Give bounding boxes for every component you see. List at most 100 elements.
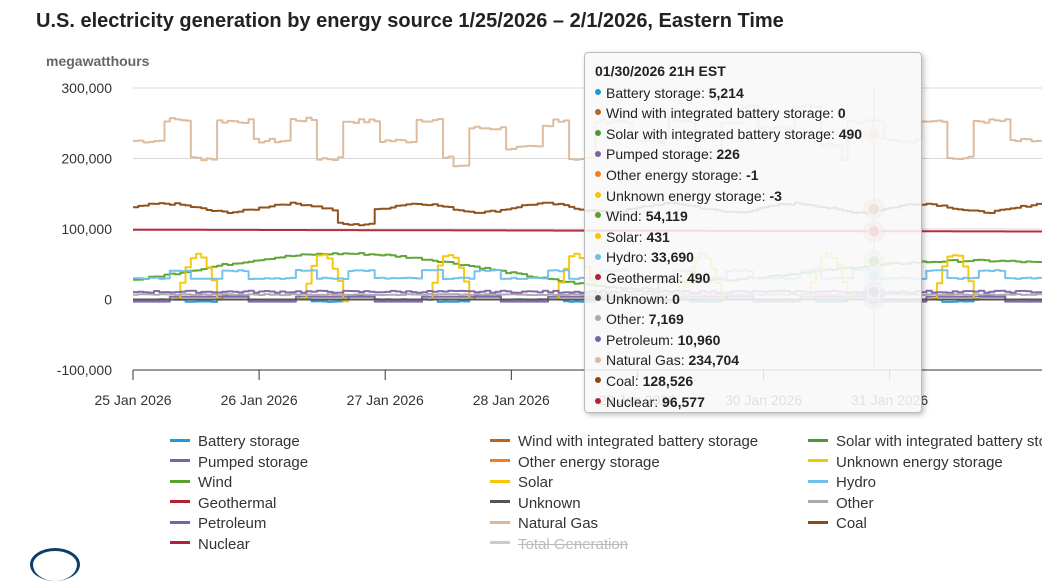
tooltip-series-value: 33,690: [651, 249, 694, 266]
legend-label: Geothermal: [198, 494, 277, 512]
tooltip-row: Nuclear: 96,577: [595, 392, 911, 413]
tooltip-series-name: Coal:: [606, 372, 643, 389]
tooltip-series-value: 490: [686, 269, 711, 286]
tooltip-row: Geothermal: 490: [595, 268, 911, 289]
tooltip-series-name: Hydro:: [606, 249, 652, 266]
tooltip-series-value: 0: [837, 105, 846, 122]
legend-swatch-icon: [170, 438, 190, 442]
legend-swatch-icon: [808, 520, 828, 524]
legend-item[interactable]: Unknown: [490, 495, 581, 512]
tooltip-series-name: Wind with integrated battery storage:: [606, 105, 838, 122]
tooltip-row: Solar with integrated battery storage: 4…: [595, 124, 911, 145]
tooltip-series-name: Unknown energy storage:: [606, 187, 770, 204]
legend-item[interactable]: Coal: [808, 515, 867, 532]
tooltip-series-value: 226: [716, 146, 740, 163]
legend-swatch-icon: [490, 479, 510, 483]
tooltip-row: Unknown: 0: [595, 289, 911, 310]
tooltip-series-name: Other energy storage:: [606, 166, 747, 183]
series-dot-icon: [595, 233, 601, 240]
tooltip-series-value: -3: [769, 187, 782, 204]
legend-swatch-icon: [808, 479, 828, 483]
legend-label: Nuclear: [198, 535, 250, 553]
legend-item[interactable]: Natural Gas: [490, 515, 598, 532]
series-dot-icon: [595, 212, 601, 219]
tooltip-row: Wind with integrated battery storage: 0: [595, 103, 911, 124]
legend-item[interactable]: Wind with integrated battery storage: [490, 433, 758, 450]
legend-item[interactable]: Petroleum: [170, 515, 266, 532]
legend-item[interactable]: Wind: [170, 474, 232, 491]
tooltip-series-name: Pumped storage:: [606, 146, 717, 163]
legend-item[interactable]: Other: [808, 495, 874, 512]
tooltip-row: Other energy storage: -1: [595, 165, 911, 186]
legend-item[interactable]: Battery storage: [170, 433, 300, 450]
series-dot-icon: [595, 315, 601, 322]
legend-swatch-icon: [490, 541, 510, 545]
legend-swatch-icon: [170, 541, 190, 545]
tooltip-series-name: Other:: [606, 311, 649, 328]
tooltip-series-value: 431: [646, 228, 670, 245]
legend-item[interactable]: Solar: [490, 474, 553, 491]
legend-label: Other energy storage: [518, 453, 660, 471]
legend-label: Solar with integrated battery storage: [836, 433, 1042, 450]
legend-swatch-icon: [490, 459, 510, 463]
legend-swatch-icon: [170, 520, 190, 524]
series-dot-icon: [595, 150, 601, 157]
legend-swatch-icon: [808, 500, 828, 504]
series-dot-icon: [595, 377, 601, 384]
legend-swatch-icon: [808, 438, 828, 442]
tooltip-row: Other: 7,169: [595, 309, 911, 330]
legend-label: Total Generation: [518, 535, 629, 553]
legend-label: Other: [836, 494, 874, 512]
x-tick-label: 26 Jan 2026: [221, 392, 298, 408]
tooltip-series-value: 5,214: [708, 84, 744, 101]
legend-item[interactable]: Total Generation: [490, 536, 628, 553]
tooltip-series-value: -1: [746, 166, 759, 183]
legend-swatch-icon: [170, 500, 190, 504]
legend-item[interactable]: Geothermal: [170, 495, 276, 512]
y-tick-label: 200,000: [61, 151, 112, 167]
tooltip-series-name: Unknown:: [606, 290, 673, 307]
legend-swatch-icon: [490, 500, 510, 504]
tooltip-series-value: 0: [672, 290, 680, 307]
chart-title: U.S. electricity generation by energy so…: [36, 10, 784, 32]
legend-item[interactable]: Solar with integrated battery storage: [808, 433, 1042, 450]
legend-item[interactable]: Pumped storage: [170, 454, 308, 471]
legend-item[interactable]: Hydro: [808, 474, 876, 491]
chart-tooltip: 01/30/2026 21H EST Battery storage: 5,214…: [584, 52, 922, 413]
legend-swatch-icon: [170, 459, 190, 463]
legend-label: Coal: [836, 515, 867, 532]
x-tick-label: 27 Jan 2026: [347, 392, 424, 408]
y-axis-label: megawatthours: [46, 53, 150, 69]
legend-item[interactable]: Other energy storage: [490, 454, 660, 471]
legend-label: Petroleum: [198, 515, 267, 532]
y-tick-label: -100,000: [57, 362, 112, 378]
tooltip-series-name: Geothermal:: [606, 269, 687, 286]
tooltip-series-name: Nuclear:: [606, 393, 663, 410]
series-dot-icon: [595, 171, 601, 178]
tooltip-row: Unknown energy storage: -3: [595, 186, 911, 207]
tooltip-series-name: Petroleum:: [606, 331, 678, 348]
legend-item[interactable]: Unknown energy storage: [808, 454, 1003, 471]
legend-label: Solar: [518, 474, 554, 491]
series-dot-icon: [595, 88, 601, 95]
tooltip-row: Solar: 431: [595, 227, 911, 248]
x-tick-label: 25 Jan 2026: [94, 392, 171, 408]
tooltip-row: Pumped storage: 226: [595, 144, 911, 165]
legend-item[interactable]: Nuclear: [170, 536, 250, 553]
series-dot-icon: [595, 130, 601, 137]
legend-label: Hydro: [836, 474, 877, 491]
x-tick-label: 28 Jan 2026: [473, 392, 550, 408]
tooltip-row: Coal: 128,526: [595, 371, 911, 392]
legend-label: Unknown energy storage: [836, 453, 1003, 471]
legend-label: Natural Gas: [518, 515, 599, 532]
eia-logo: [30, 548, 80, 581]
tooltip-row: Natural Gas: 234,704: [595, 350, 911, 371]
legend-label: Wind with integrated battery storage: [518, 433, 759, 450]
legend-swatch-icon: [490, 520, 510, 524]
y-tick-label: 0: [104, 292, 112, 308]
legend-swatch-icon: [170, 479, 190, 483]
tooltip-row: Wind: 54,119: [595, 206, 911, 227]
tooltip-series-value: 490: [838, 125, 863, 142]
y-tick-label: 100,000: [61, 221, 112, 237]
tooltip-series-value: 7,169: [648, 311, 684, 328]
